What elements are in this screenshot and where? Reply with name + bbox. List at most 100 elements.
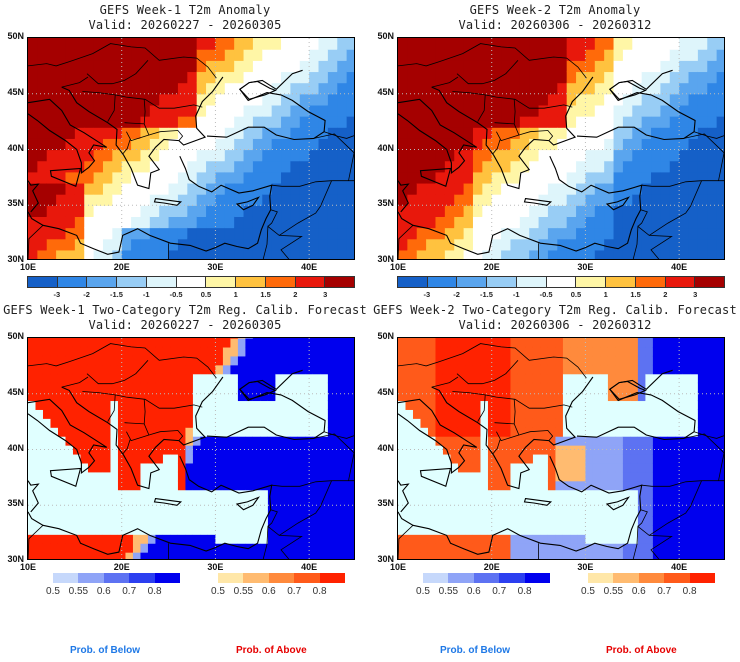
grid-cell [192, 516, 202, 526]
grid-cell [660, 38, 671, 50]
grid-cell [224, 127, 235, 139]
grid-cell [57, 462, 67, 473]
grid-cell [555, 400, 564, 410]
grid-cell [327, 516, 336, 526]
grid-cell [566, 104, 577, 117]
grid-cell [398, 238, 408, 251]
grid-cell [600, 409, 609, 419]
grid-cell [42, 427, 52, 437]
grid-cell [56, 104, 67, 117]
grid-cell [271, 60, 282, 73]
grid-cell [282, 453, 291, 464]
grid-cell [84, 227, 95, 240]
grid-cell [252, 346, 262, 357]
grid-cell [260, 400, 269, 410]
grid-cell [562, 391, 572, 402]
grid-cell [594, 171, 605, 184]
grid-cell [290, 205, 301, 217]
grid-cell [215, 216, 226, 229]
grid-cell [318, 238, 329, 251]
grid-cell [243, 60, 254, 73]
grid-cell [57, 427, 67, 437]
grid-cell [412, 364, 422, 375]
grid-cell [562, 436, 572, 446]
grid-cell [540, 427, 549, 437]
lon-tick-label: 10E [20, 262, 37, 272]
grid-cell [230, 525, 239, 535]
grid-cell [501, 238, 512, 251]
grid-cell [56, 227, 67, 240]
grid-cell [222, 427, 232, 437]
grid-cell [185, 471, 194, 482]
grid-cell [155, 373, 164, 384]
grid-cell [577, 436, 587, 446]
grid-cell [222, 498, 232, 509]
grid-cell [290, 427, 299, 437]
grid-cell [688, 127, 699, 139]
grid-cell [707, 93, 718, 106]
coastline-tunisia [28, 180, 40, 213]
grid-cell [532, 409, 542, 419]
grid-cell [65, 462, 74, 473]
grid-cell [56, 182, 67, 195]
grid-cell [688, 171, 699, 184]
grid-cell [435, 552, 444, 559]
grid-cell [697, 418, 706, 428]
grid-cell [426, 116, 437, 128]
grid-cell [679, 160, 690, 173]
grid-cell [457, 364, 467, 375]
grid-cell [538, 182, 549, 195]
grid-cell [465, 507, 474, 517]
coastline-cyprus [605, 196, 631, 211]
grid-cell [442, 436, 452, 446]
grid-cell [510, 182, 521, 195]
grid-cell [230, 364, 239, 375]
grid-cell [206, 138, 217, 151]
grid-cell [245, 516, 254, 526]
grid-cell [607, 436, 617, 446]
grid-cell [196, 49, 207, 61]
grid-cell [252, 338, 262, 348]
grid-cell [312, 346, 321, 357]
grid-cell [125, 462, 134, 473]
grid-cell [234, 249, 245, 259]
grid-cell [110, 552, 119, 559]
grid-cell [630, 409, 639, 419]
grid-cell [350, 373, 354, 384]
grid-cell [192, 346, 202, 357]
grid-cell [74, 149, 85, 162]
grid-cell [472, 409, 482, 419]
grid-cell [592, 445, 602, 455]
grid-cell [622, 82, 633, 95]
grid-cell [502, 355, 512, 366]
grid-cell [65, 38, 76, 50]
grid-cell [712, 338, 721, 339]
grid-cell [675, 445, 684, 455]
grid-cell [350, 364, 354, 375]
grid-cell [215, 373, 224, 384]
grid-cell [28, 60, 38, 73]
grid-cell [538, 194, 549, 206]
grid-cell [327, 205, 338, 217]
grid-cell [35, 516, 44, 526]
grid-cell [398, 409, 407, 419]
grid-cell [463, 93, 474, 106]
grid-cell [110, 436, 119, 446]
grid-cell [412, 516, 422, 526]
grid-cell [243, 71, 254, 84]
grid-cell [690, 489, 699, 500]
grid-cell [594, 104, 605, 117]
grid-cell [697, 552, 706, 559]
grid-cell [337, 60, 348, 73]
grid-cell [168, 149, 179, 162]
grid-cell [660, 82, 671, 95]
grid-cell [697, 127, 708, 139]
grid-cell [697, 445, 706, 455]
grid-cell [405, 453, 414, 464]
grid-cell [651, 160, 661, 173]
grid-cell [435, 498, 444, 509]
lat-tick-label: 50N [377, 31, 394, 41]
grid-cell [159, 216, 170, 229]
grid-cell [50, 462, 59, 473]
grid-cell [510, 171, 521, 184]
